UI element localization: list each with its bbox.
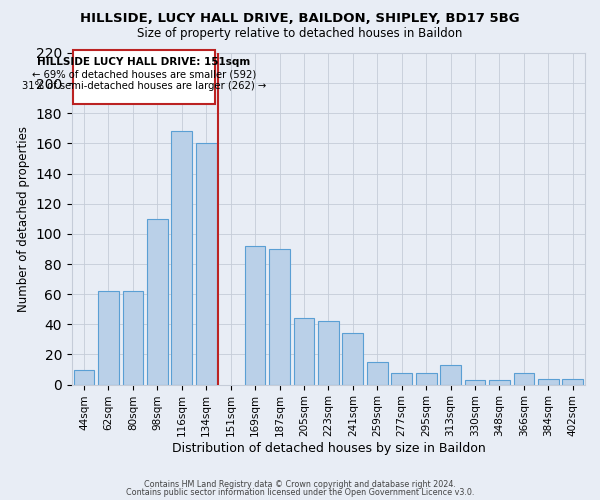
- Bar: [172, 132, 192, 384]
- Text: ← 69% of detached houses are smaller (592): ← 69% of detached houses are smaller (59…: [32, 69, 256, 79]
- Text: Size of property relative to detached houses in Baildon: Size of property relative to detached ho…: [137, 28, 463, 40]
- Bar: [74, 370, 94, 384]
- Bar: [269, 249, 290, 384]
- Bar: [562, 378, 583, 384]
- Bar: [440, 365, 461, 384]
- Bar: [514, 372, 534, 384]
- Bar: [391, 372, 412, 384]
- X-axis label: Distribution of detached houses by size in Baildon: Distribution of detached houses by size …: [172, 442, 485, 455]
- Bar: [367, 362, 388, 384]
- Bar: [343, 334, 363, 384]
- Text: HILLSIDE, LUCY HALL DRIVE, BAILDON, SHIPLEY, BD17 5BG: HILLSIDE, LUCY HALL DRIVE, BAILDON, SHIP…: [80, 12, 520, 26]
- Text: 31% of semi-detached houses are larger (262) →: 31% of semi-detached houses are larger (…: [22, 81, 266, 91]
- Bar: [122, 291, 143, 384]
- Text: Contains HM Land Registry data © Crown copyright and database right 2024.: Contains HM Land Registry data © Crown c…: [144, 480, 456, 489]
- Bar: [464, 380, 485, 384]
- Bar: [196, 144, 217, 384]
- Bar: [245, 246, 265, 384]
- Text: HILLSIDE LUCY HALL DRIVE: 151sqm: HILLSIDE LUCY HALL DRIVE: 151sqm: [37, 57, 251, 67]
- Y-axis label: Number of detached properties: Number of detached properties: [17, 126, 30, 312]
- Bar: [98, 291, 119, 384]
- Text: Contains public sector information licensed under the Open Government Licence v3: Contains public sector information licen…: [126, 488, 474, 497]
- Bar: [147, 219, 168, 384]
- Bar: [293, 318, 314, 384]
- FancyBboxPatch shape: [73, 50, 215, 104]
- Bar: [416, 372, 437, 384]
- Bar: [489, 380, 510, 384]
- Bar: [318, 322, 339, 384]
- Bar: [538, 378, 559, 384]
